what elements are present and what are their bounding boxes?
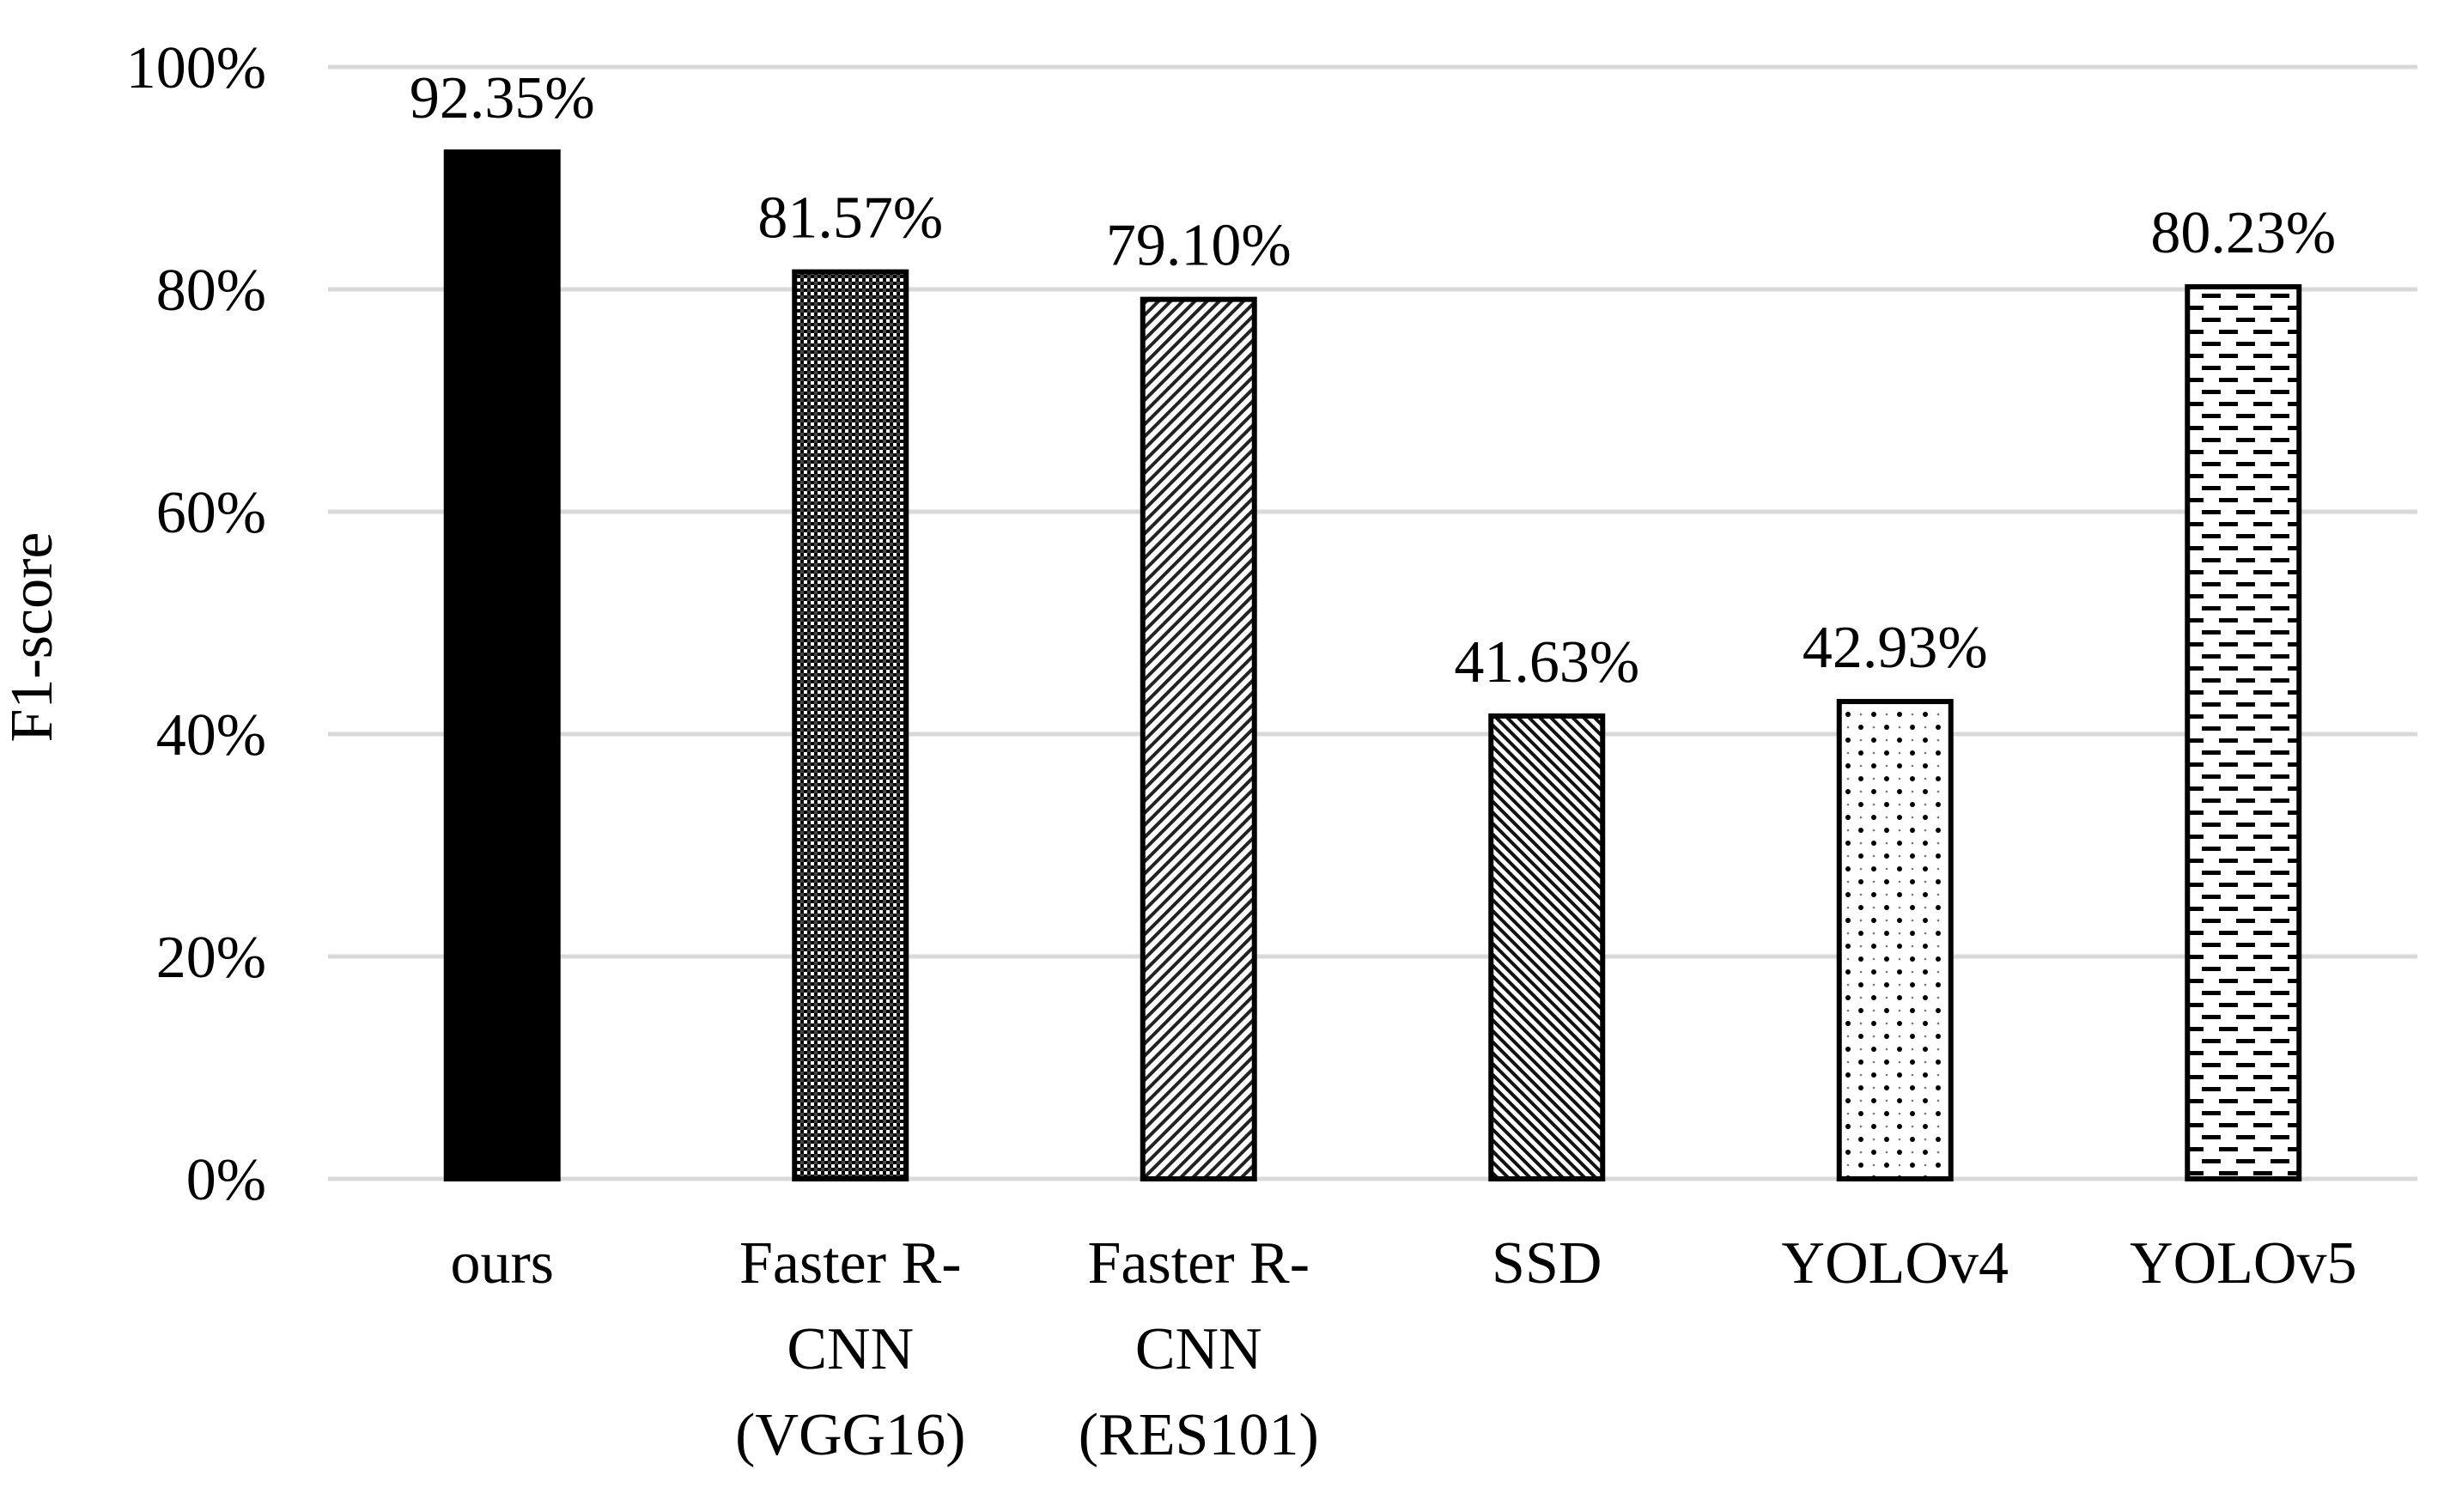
y-axis-title: F1-score: [0, 532, 65, 743]
y-tick-label: 0%: [186, 1147, 266, 1213]
y-tick-label: 60%: [156, 480, 266, 546]
y-tick-label: 100%: [126, 35, 266, 101]
x-tick-label: Faster R-: [1087, 1230, 1310, 1296]
bars: [443, 149, 2302, 1182]
y-axis: 0% 20% 40% 60% 80% 100%: [126, 35, 266, 1213]
data-labels: 92.35% 81.57% 79.10% 41.63% 42.93% 80.23%: [410, 65, 2336, 695]
y-tick-label: 40%: [156, 702, 266, 768]
y-tick-label: 20%: [156, 925, 266, 991]
bar-2: [1140, 296, 1257, 1181]
gridlines: [328, 64, 2417, 1181]
data-label: 42.93%: [1802, 615, 1988, 681]
x-tick-label: ours: [450, 1230, 554, 1296]
x-axis: ours Faster R- CNN (VGG16) Faster R- CNN (RES1…: [450, 1230, 2356, 1468]
data-label: 41.63%: [1454, 629, 1639, 695]
x-tick-label: CNN: [1135, 1316, 1262, 1382]
x-tick-label: Faster R-: [739, 1230, 962, 1296]
x-tick-label: YOLOv5: [2130, 1230, 2356, 1296]
data-label: 81.57%: [757, 185, 943, 252]
data-label: 79.10%: [1106, 213, 1292, 279]
y-tick-label: 80%: [156, 258, 266, 324]
x-tick-label: YOLOv4: [1782, 1230, 2009, 1296]
bar-1: [792, 269, 909, 1182]
bar-4: [1836, 699, 1954, 1181]
bar-0: [443, 149, 561, 1181]
data-label: 92.35%: [410, 65, 595, 131]
x-tick-label: SSD: [1492, 1230, 1602, 1296]
bar-3: [1488, 713, 1606, 1181]
x-tick-label: (VGG16): [735, 1402, 965, 1468]
x-tick-label: (RES101): [1079, 1402, 1319, 1468]
x-tick-label: CNN: [787, 1316, 914, 1382]
bar-5: [2185, 284, 2302, 1182]
data-label: 80.23%: [2150, 200, 2336, 266]
